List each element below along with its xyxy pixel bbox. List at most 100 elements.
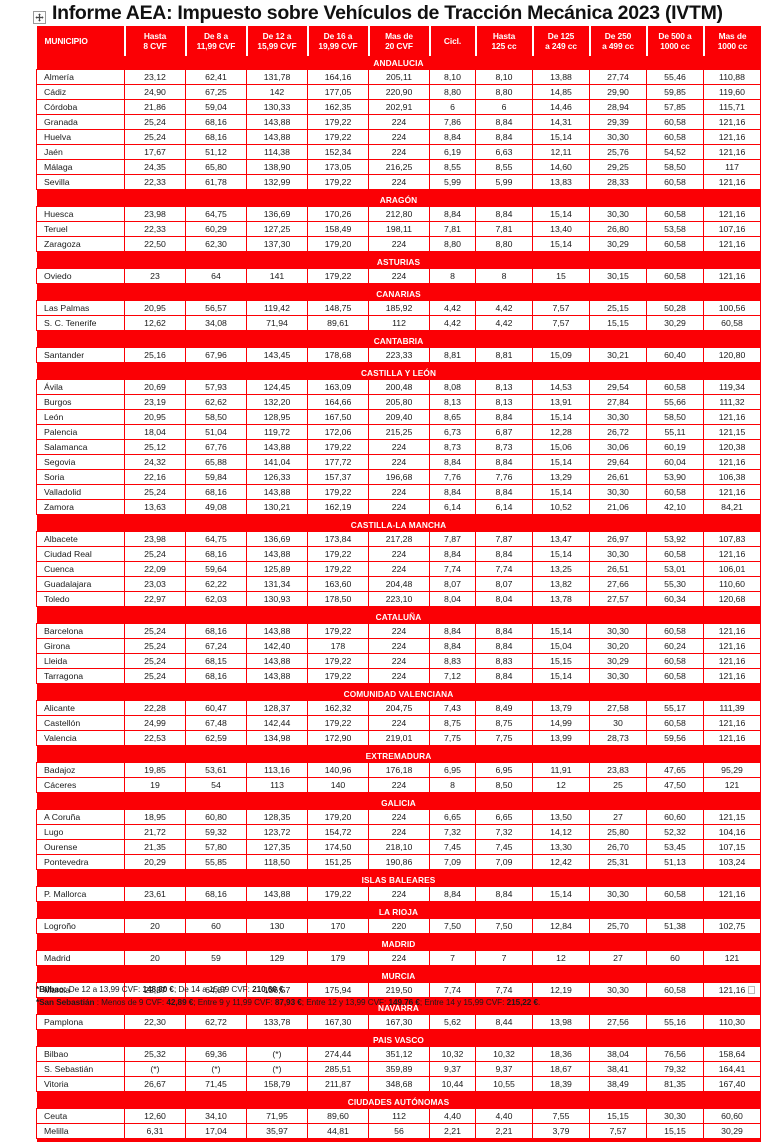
cell-value: 7,87 bbox=[476, 532, 533, 547]
cell-value: 28,33 bbox=[590, 175, 647, 190]
cell-value: 21,35 bbox=[125, 840, 186, 855]
cell-value: 23,61 bbox=[125, 887, 186, 902]
cell-value: 205,80 bbox=[369, 395, 430, 410]
cell-value: 176,18 bbox=[369, 763, 430, 778]
cell-value: 61,78 bbox=[186, 175, 247, 190]
cell-value: 8,84 bbox=[476, 887, 533, 902]
header-line-2: a 249 cc bbox=[535, 41, 588, 52]
cell-value: 7,43 bbox=[430, 701, 476, 716]
cell-value: 179,22 bbox=[308, 887, 369, 902]
cell-value: 177,72 bbox=[308, 455, 369, 470]
cell-value: 224 bbox=[369, 951, 430, 966]
cell-value: 30,30 bbox=[590, 624, 647, 639]
cell-value: 60 bbox=[647, 951, 704, 966]
cell-municipio: Palencia bbox=[37, 425, 125, 440]
cell-value: 56 bbox=[369, 1124, 430, 1139]
cell-value: 47,50 bbox=[647, 778, 704, 793]
cell-value: 25,24 bbox=[125, 639, 186, 654]
cell-value: 27 bbox=[590, 810, 647, 825]
cell-value: 35,97 bbox=[247, 1124, 308, 1139]
cell-value: 224 bbox=[369, 130, 430, 145]
cell-value: 178 bbox=[308, 639, 369, 654]
cell-value: 7,81 bbox=[476, 222, 533, 237]
cell-value: 8,44 bbox=[476, 1015, 533, 1030]
cell-value: 38,49 bbox=[590, 1077, 647, 1092]
cell-value: 196,68 bbox=[369, 470, 430, 485]
cell-value: 163,60 bbox=[308, 577, 369, 592]
cell-value: 15,14 bbox=[533, 669, 590, 684]
cell-municipio: Bilbao bbox=[37, 1047, 125, 1062]
cell-value: 121,16 bbox=[704, 669, 761, 684]
region-header-row: COMUNIDAD VALENCIANA bbox=[37, 687, 761, 701]
cell-value: 8,84 bbox=[476, 207, 533, 222]
cell-value: 68,16 bbox=[186, 624, 247, 639]
cell-municipio: Málaga bbox=[37, 160, 125, 175]
cell-value: 60,34 bbox=[647, 592, 704, 607]
header-line-1: Mas de bbox=[385, 31, 413, 41]
cell-value: 179,22 bbox=[308, 269, 369, 284]
cell-value: 172,06 bbox=[308, 425, 369, 440]
cell-value: 224 bbox=[369, 485, 430, 500]
cell-value: 60,58 bbox=[647, 115, 704, 130]
cell-value: 28,94 bbox=[590, 100, 647, 115]
cell-value: 68,16 bbox=[186, 547, 247, 562]
cell-value: 22,33 bbox=[125, 175, 186, 190]
header-line-1: Hasta bbox=[493, 31, 515, 41]
cell-municipio: Ávila bbox=[37, 380, 125, 395]
cell-value: 60,60 bbox=[704, 1109, 761, 1124]
column-header-municipio: MUNICIPIO bbox=[37, 26, 125, 56]
cell-value: 20,95 bbox=[125, 410, 186, 425]
cell-value: 133,78 bbox=[247, 1015, 308, 1030]
cell-value: 13,47 bbox=[533, 532, 590, 547]
cell-value: 143,88 bbox=[247, 887, 308, 902]
cell-value: 25,24 bbox=[125, 115, 186, 130]
cell-value: 121,16 bbox=[704, 639, 761, 654]
resize-marker-icon[interactable] bbox=[748, 986, 755, 994]
cell-value: 34,10 bbox=[186, 1109, 247, 1124]
cell-value: 59 bbox=[186, 951, 247, 966]
cell-value: 8,84 bbox=[476, 485, 533, 500]
cell-value: 13,98 bbox=[533, 1015, 590, 1030]
cell-municipio: Salamanca bbox=[37, 440, 125, 455]
footnote-text: . bbox=[538, 998, 540, 1007]
cell-value: 27,74 bbox=[590, 70, 647, 85]
cell-value: 20,69 bbox=[125, 380, 186, 395]
cell-value: 216,25 bbox=[369, 160, 430, 175]
cell-value: 136,69 bbox=[247, 207, 308, 222]
cell-value: 209,40 bbox=[369, 410, 430, 425]
cell-value: 102,75 bbox=[704, 919, 761, 934]
cell-value: 130 bbox=[247, 919, 308, 934]
cell-value: 67,96 bbox=[186, 348, 247, 363]
cell-value: 60,60 bbox=[647, 810, 704, 825]
cell-value: 60,58 bbox=[647, 175, 704, 190]
region-label: ASTURIAS bbox=[37, 255, 761, 269]
cell-value: 104,16 bbox=[704, 825, 761, 840]
cell-value: 198,11 bbox=[369, 222, 430, 237]
cell-value: 30,30 bbox=[590, 485, 647, 500]
cell-value: 13,78 bbox=[533, 592, 590, 607]
cell-value: 4,40 bbox=[476, 1109, 533, 1124]
cell-value: 68,16 bbox=[186, 669, 247, 684]
cell-value: 121,16 bbox=[704, 485, 761, 500]
cell-value: 76,56 bbox=[647, 1047, 704, 1062]
cell-value: 60,19 bbox=[647, 440, 704, 455]
cell-value: 224 bbox=[369, 639, 430, 654]
cell-value: (*) bbox=[247, 1047, 308, 1062]
move-cross-icon[interactable] bbox=[33, 11, 46, 24]
cell-municipio: León bbox=[37, 410, 125, 425]
cell-municipio: Almería bbox=[37, 70, 125, 85]
cell-value: 62,03 bbox=[186, 592, 247, 607]
cell-value: 22,30 bbox=[125, 1015, 186, 1030]
cell-municipio: Toledo bbox=[37, 592, 125, 607]
region-label: EXTREMADURA bbox=[37, 749, 761, 763]
cell-value: 21,06 bbox=[590, 500, 647, 515]
footnote-text: ; De 14 a 15,99 CVF: bbox=[174, 985, 252, 994]
cell-municipio: Alicante bbox=[37, 701, 125, 716]
